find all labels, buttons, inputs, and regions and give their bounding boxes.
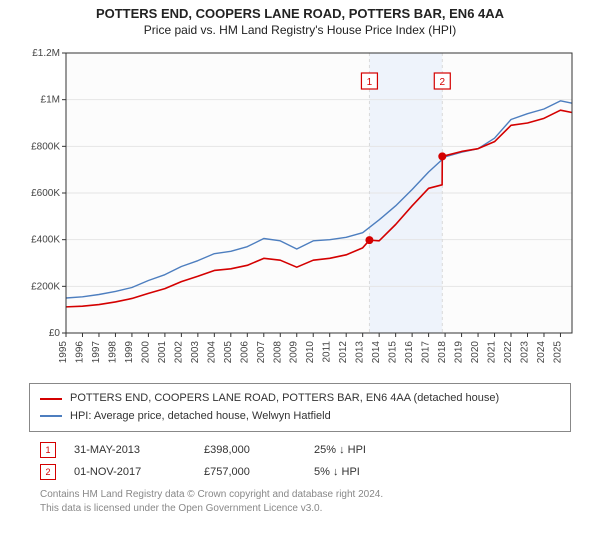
svg-text:£400K: £400K	[31, 235, 60, 246]
svg-text:£1M: £1M	[41, 95, 60, 106]
svg-text:2024: 2024	[536, 341, 547, 364]
event-hpi: 5% ↓ HPI	[314, 466, 560, 478]
event-date: 01-NOV-2017	[74, 466, 204, 478]
svg-text:1998: 1998	[107, 341, 118, 364]
svg-text:2021: 2021	[487, 341, 498, 364]
footer-line2: This data is licensed under the Open Gov…	[40, 502, 560, 516]
svg-text:1: 1	[367, 77, 373, 88]
svg-text:£200K: £200K	[31, 281, 60, 292]
svg-text:2010: 2010	[305, 341, 316, 364]
svg-text:2005: 2005	[223, 341, 234, 364]
title-line1: POTTERS END, COOPERS LANE ROAD, POTTERS …	[0, 6, 600, 21]
svg-text:2025: 2025	[552, 341, 563, 364]
title-line2: Price paid vs. HM Land Registry's House …	[0, 23, 600, 37]
svg-text:2022: 2022	[503, 341, 514, 364]
legend-swatch	[40, 415, 62, 417]
svg-text:2000: 2000	[140, 341, 151, 364]
event-hpi: 25% ↓ HPI	[314, 444, 560, 456]
event-row: 2 01-NOV-2017£757,0005% ↓ HPI	[40, 464, 560, 480]
svg-text:2007: 2007	[256, 341, 267, 364]
svg-text:2013: 2013	[355, 341, 366, 364]
event-row: 1 31-MAY-2013£398,00025% ↓ HPI	[40, 442, 560, 458]
svg-text:1997: 1997	[91, 341, 102, 364]
svg-text:2020: 2020	[470, 341, 481, 364]
svg-text:1996: 1996	[74, 341, 85, 364]
svg-text:2001: 2001	[157, 341, 168, 364]
footer-line1: Contains HM Land Registry data © Crown c…	[40, 488, 560, 502]
svg-text:2: 2	[440, 77, 446, 88]
legend-item: HPI: Average price, detached house, Welw…	[40, 408, 560, 426]
svg-text:£1.2M: £1.2M	[32, 48, 60, 59]
svg-text:2015: 2015	[388, 341, 399, 364]
svg-text:2008: 2008	[272, 341, 283, 364]
svg-text:2004: 2004	[206, 341, 217, 364]
svg-text:2009: 2009	[289, 341, 300, 364]
price-chart: £0 £200K £400K £600K £800K £1M £1.2M 1995 1996 19…	[20, 45, 580, 375]
svg-text:2019: 2019	[454, 341, 465, 364]
footer: Contains HM Land Registry data © Crown c…	[40, 488, 560, 516]
event-price: £757,000	[204, 466, 314, 478]
svg-text:2016: 2016	[404, 341, 415, 364]
svg-text:2018: 2018	[437, 341, 448, 364]
legend-label: POTTERS END, COOPERS LANE ROAD, POTTERS …	[70, 390, 499, 408]
svg-text:£0: £0	[49, 328, 61, 339]
event-date: 31-MAY-2013	[74, 444, 204, 456]
event-table: 1 31-MAY-2013£398,00025% ↓ HPI 2 01-NOV-201…	[40, 442, 560, 480]
svg-text:2006: 2006	[239, 341, 250, 364]
svg-text:£600K: £600K	[31, 188, 60, 199]
chart-container: £0 £200K £400K £600K £800K £1M £1.2M 1995 1996 19…	[20, 45, 580, 375]
event-price: £398,000	[204, 444, 314, 456]
event-marker: 2	[40, 464, 56, 480]
svg-text:2011: 2011	[322, 341, 333, 363]
svg-text:2002: 2002	[173, 341, 184, 364]
svg-text:1999: 1999	[124, 341, 135, 364]
svg-text:2012: 2012	[338, 341, 349, 364]
legend: POTTERS END, COOPERS LANE ROAD, POTTERS …	[29, 383, 571, 432]
legend-item: POTTERS END, COOPERS LANE ROAD, POTTERS …	[40, 390, 560, 408]
legend-swatch	[40, 398, 62, 400]
legend-label: HPI: Average price, detached house, Welw…	[70, 408, 331, 426]
svg-text:1995: 1995	[58, 341, 69, 364]
event-marker: 1	[40, 442, 56, 458]
svg-text:2003: 2003	[190, 341, 201, 364]
svg-text:2014: 2014	[371, 341, 382, 364]
svg-text:2023: 2023	[519, 341, 530, 364]
svg-text:2017: 2017	[421, 341, 432, 364]
svg-text:£800K: £800K	[31, 141, 60, 152]
title-block: POTTERS END, COOPERS LANE ROAD, POTTERS …	[0, 0, 600, 37]
